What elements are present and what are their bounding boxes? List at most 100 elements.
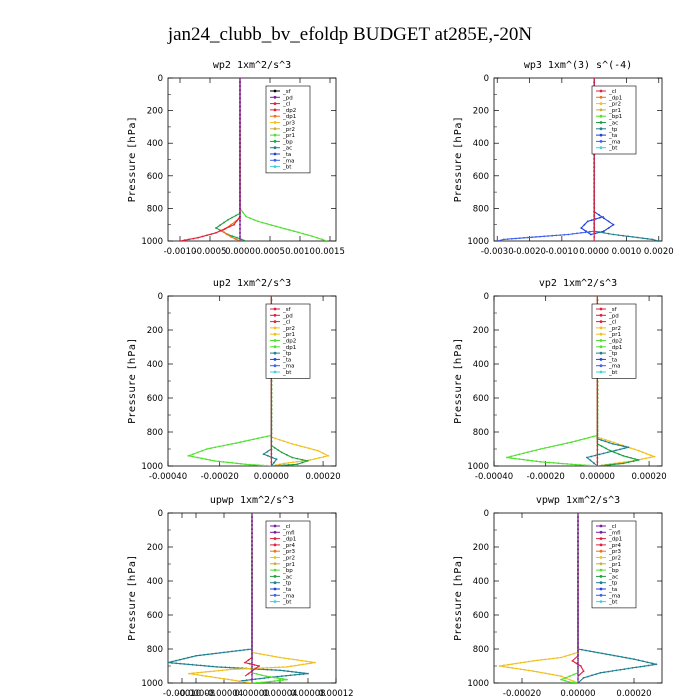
series-point-ta — [598, 214, 600, 216]
x-tick-label: 0.00004 — [262, 689, 297, 699]
series-point-pr2 — [641, 451, 644, 454]
series-point-tp — [195, 664, 198, 666]
series-point-cl — [251, 665, 253, 668]
legend-label: _dp1 — [282, 114, 296, 120]
legend-marker — [273, 140, 277, 143]
series-point-pr2 — [192, 673, 195, 676]
series-point-cl — [593, 174, 596, 177]
series-point-pr2 — [239, 680, 241, 683]
series-point-cl — [251, 528, 253, 531]
series-point-tp — [302, 673, 305, 675]
series-line-dp1 — [221, 78, 241, 241]
series-point-dp2 — [544, 447, 546, 449]
series-point-tp — [203, 653, 205, 656]
legend: _cl_mfl_dp1_pr4_pr3_pr2_pr1_bp_ac_tp_ta_… — [591, 520, 637, 609]
series-point-pr2 — [556, 674, 559, 677]
legend-marker — [599, 562, 603, 566]
series-point-dp2 — [231, 461, 234, 464]
series-point-bp — [281, 679, 284, 681]
series-point-tp — [183, 657, 185, 660]
series-point-tp — [611, 670, 614, 672]
series-point-tp — [259, 677, 261, 680]
series-point-dp1 — [634, 458, 636, 460]
x-tick-label: -0.0010 — [164, 247, 197, 257]
series-point-tp — [606, 451, 609, 454]
figure-title: jan24_clubb_bv_efoldp BUDGET at285E,-20N — [167, 24, 533, 45]
series-point-dp1 — [248, 662, 251, 665]
series-point-pr2 — [300, 460, 303, 463]
series-point-tp — [608, 441, 610, 444]
series-point-cl — [577, 585, 579, 587]
legend-label: _dp1 — [608, 537, 622, 543]
legend-marker — [273, 524, 277, 528]
series-point-dp2 — [239, 441, 242, 444]
series-point-cl — [270, 416, 273, 419]
legend-marker — [599, 593, 603, 597]
legend-label: _ta — [282, 152, 291, 158]
series-point-tp — [655, 663, 658, 666]
series-point-pd — [239, 134, 241, 137]
series-point-pr2 — [246, 667, 248, 670]
series-line-dp2 — [186, 296, 272, 466]
series-point-cl — [593, 78, 596, 79]
legend-marker — [599, 537, 603, 540]
series-point-pr2 — [608, 440, 611, 443]
series-point-dp2 — [226, 443, 229, 446]
series-point-pr2 — [519, 661, 522, 664]
series-point-tp — [273, 461, 275, 464]
series-point-dp1 — [234, 238, 237, 240]
series-point-pr2 — [568, 654, 571, 656]
series-point-cl — [577, 520, 579, 522]
series-point-dp2 — [535, 449, 538, 451]
series-point-dp2 — [527, 451, 529, 454]
series-point-pr2 — [242, 668, 244, 670]
series-point-dp1 — [306, 460, 309, 462]
series-point-cl — [577, 548, 579, 551]
series-point-tp — [289, 674, 292, 677]
y-tick-label: 400 — [147, 577, 163, 587]
series-point-pr2 — [568, 678, 571, 681]
legend-label: _mfl — [608, 530, 621, 536]
legend-marker — [273, 121, 277, 124]
series-point-dp2 — [244, 463, 247, 466]
series-point-tp — [207, 665, 210, 667]
series-point-tp — [615, 669, 618, 672]
series-point-tp — [247, 648, 249, 651]
series-point-bp — [223, 221, 225, 224]
series-point-dp2 — [201, 449, 204, 452]
legend-label: _tp — [608, 581, 618, 587]
series-point-dp2 — [252, 438, 255, 441]
legend: _sf_pd_cl_pr2_pr1_dp2_dp1_tp_ta_ma_bt — [591, 303, 637, 379]
series-point-tp — [623, 447, 626, 450]
chart-panel-up2: up2 1xm^2/s^3 0 200 400 600 800 1000-0.00040 -0… — [127, 278, 341, 482]
series-point-cl — [251, 601, 253, 603]
y-tick-label: 600 — [473, 611, 489, 621]
y-tick-label: 0 — [158, 509, 163, 519]
series-point-cl — [270, 428, 273, 431]
series-point-cl — [577, 556, 579, 559]
series-point-cl — [270, 420, 273, 423]
series-point-pr2 — [327, 454, 330, 457]
series-point-tp — [191, 663, 194, 666]
series-point-cl — [251, 552, 253, 555]
series-point-bp — [277, 679, 280, 682]
series-point-dp2 — [236, 219, 238, 222]
legend-marker — [599, 108, 603, 112]
y-tick-label: 400 — [473, 360, 489, 370]
series-point-pr2 — [540, 659, 543, 661]
series-point-dp2 — [200, 457, 203, 460]
series-point-pd — [239, 89, 241, 92]
y-tick-label: 1000 — [141, 679, 163, 689]
series-point-cl — [251, 633, 253, 636]
series-point-pd — [239, 93, 241, 96]
series-point-cl — [251, 625, 253, 628]
series-point-pr2 — [267, 654, 269, 657]
series-point-pr1 — [293, 230, 295, 233]
legend-marker — [273, 114, 277, 118]
legend-marker — [273, 543, 277, 547]
legend-marker — [273, 345, 277, 349]
series-point-pd — [239, 101, 241, 104]
series-point-dp2 — [248, 463, 251, 466]
series-point-tp — [212, 665, 214, 668]
series-point-dp2 — [257, 464, 260, 466]
